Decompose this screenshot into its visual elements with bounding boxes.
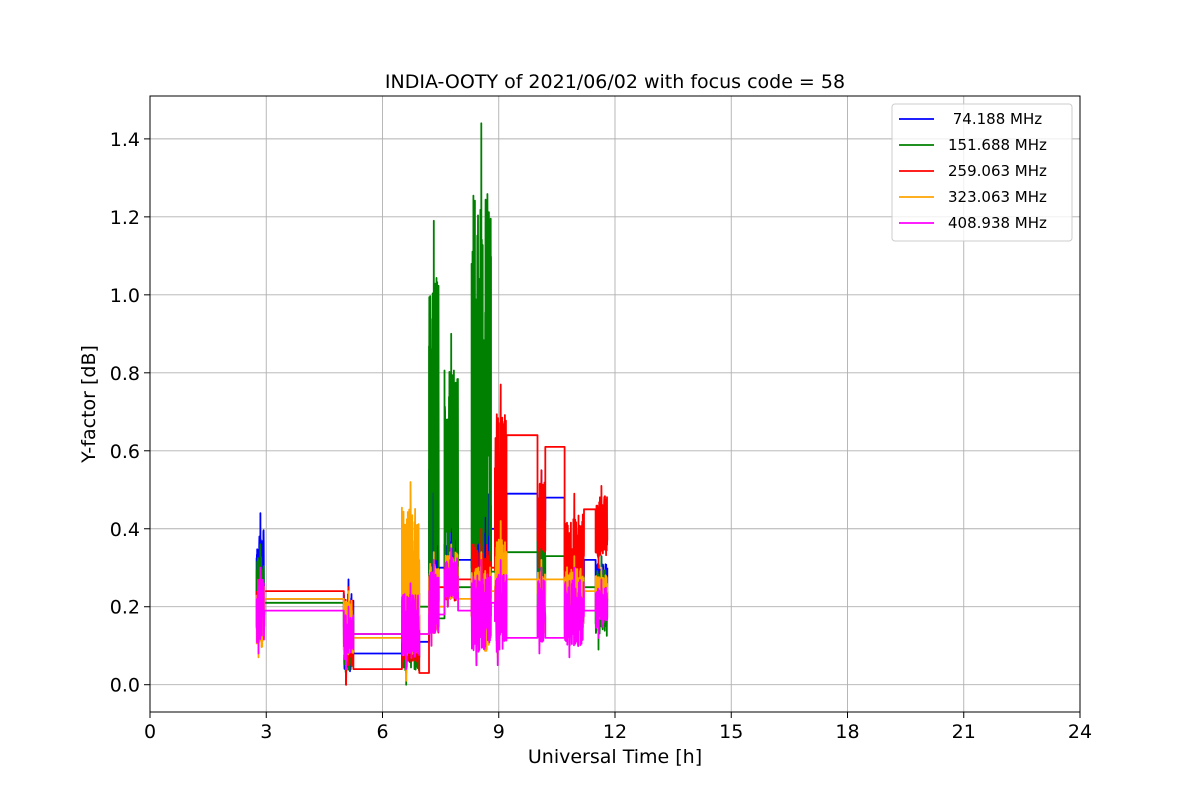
legend-label: 259.063 MHz xyxy=(948,162,1047,180)
y-tick-label: 1.0 xyxy=(110,285,140,307)
legend-label: 74.188 MHz xyxy=(948,110,1042,128)
y-tick-label: 0.2 xyxy=(110,597,140,619)
x-tick-label: 0 xyxy=(144,721,156,743)
series-line-3 xyxy=(255,481,609,682)
series-layer xyxy=(255,122,609,686)
x-tick-label: 18 xyxy=(835,721,859,743)
x-tick-label: 24 xyxy=(1068,721,1092,743)
y-tick-label: 0.6 xyxy=(110,441,140,463)
x-tick-label: 12 xyxy=(603,721,627,743)
y-tick-label: 0.8 xyxy=(110,363,140,385)
x-tick-label: 6 xyxy=(376,721,388,743)
legend-box xyxy=(891,103,1073,242)
y-tick-label: 1.4 xyxy=(110,129,140,151)
x-tick-label: 3 xyxy=(260,721,272,743)
grid xyxy=(149,96,1081,712)
y-tick-label: 0.0 xyxy=(110,675,140,697)
y-tick-label: 1.2 xyxy=(110,207,140,229)
x-axis-label: Universal Time [h] xyxy=(528,746,702,768)
x-tick-label: 21 xyxy=(952,721,976,743)
legend-label: 151.688 MHz xyxy=(948,136,1047,154)
x-tick-label: 9 xyxy=(493,721,505,743)
legend-label: 408.938 MHz xyxy=(948,214,1047,232)
ticks: 0 3 6 9 12 15 18 21 24 0.0 0.2 0.4 0.6 0.8 1.0 1.2 1.4 xyxy=(110,129,1092,743)
series-line-4 xyxy=(255,547,609,670)
chart-title: INDIA-OOTY of 2021/06/02 with focus code… xyxy=(385,71,845,93)
y-axis-label: Y-factor [dB] xyxy=(78,345,100,464)
legend-label: 323.063 MHz xyxy=(948,188,1047,206)
x-tick-label: 15 xyxy=(719,721,743,743)
y-tick-label: 0.4 xyxy=(110,519,140,541)
legend: 74.188 MHz 151.688 MHz 259.063 MHz 323.063 … xyxy=(891,103,1073,242)
